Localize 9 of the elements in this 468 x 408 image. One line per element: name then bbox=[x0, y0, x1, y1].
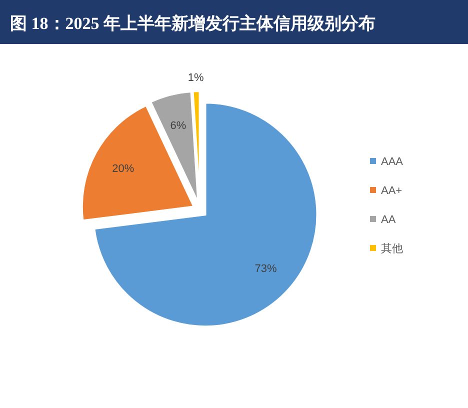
legend-label: 其他 bbox=[381, 242, 403, 255]
data-label: 6% bbox=[170, 120, 186, 132]
data-label: 20% bbox=[112, 162, 134, 175]
legend-label: AA+ bbox=[381, 185, 402, 197]
chart-title: 图 18：2025 年上半年新增发行主体信用级别分布 bbox=[10, 14, 376, 33]
data-label: 1% bbox=[188, 72, 204, 84]
legend-label: AAA bbox=[381, 156, 404, 168]
data-label: 73% bbox=[254, 262, 277, 275]
legend-label: AA bbox=[381, 214, 396, 226]
